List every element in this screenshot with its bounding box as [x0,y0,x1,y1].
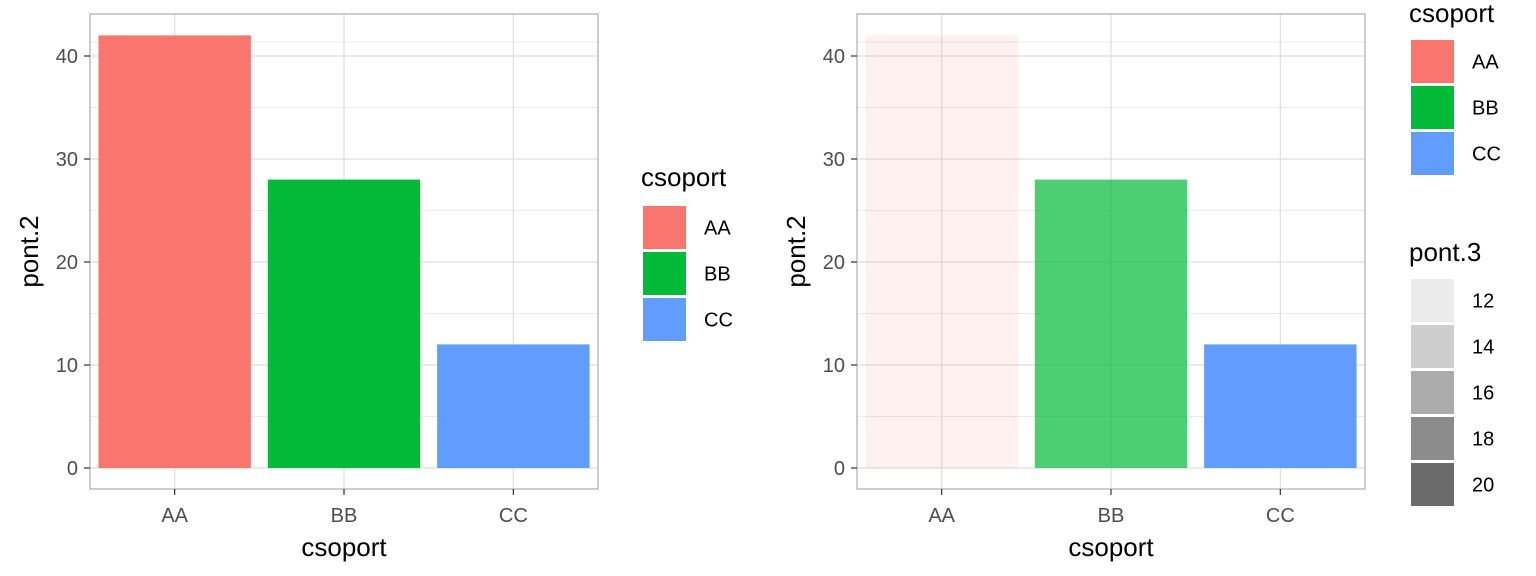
y-tick-label: 40 [56,46,78,68]
bar-aa [98,35,251,469]
y-tick-label: 30 [56,149,78,171]
y-tick-label: 10 [823,355,845,377]
legend-key-12 [1411,279,1454,322]
legend-key-aa [643,206,686,249]
y-tick-label: 0 [834,458,845,480]
legend-key-14 [1411,325,1454,368]
y-axis-title: pont.2 [14,215,44,287]
legend-label-bb: BB [1472,98,1499,120]
legend-title: pont.3 [1409,237,1481,267]
legend-label-18: 18 [1472,429,1494,451]
chart-panel-1: 0 10 20 30 40 AA BB CC csoport pont.2 csoport AA BB C… [14,13,733,562]
legend-key-18 [1411,417,1454,460]
legend-label-20: 20 [1472,475,1494,497]
legend-csoport: csoport AA BB CC [1409,0,1501,175]
legend-key-cc [1411,132,1454,175]
y-tick-label: 40 [823,46,845,68]
legend-label-bb: BB [704,264,731,286]
x-tick-label: CC [499,505,528,527]
y-tick-label: 30 [823,149,845,171]
legend-title: csoport [641,162,727,192]
legend-label-cc: CC [704,310,733,332]
y-tick-label: 10 [56,355,78,377]
x-tick-label: AA [928,505,955,527]
legend-title: csoport [1409,0,1495,28]
legend-key-cc [643,298,686,341]
bar-bb [1034,179,1188,468]
legend-label-14: 14 [1472,337,1494,359]
y-tick-label: 20 [56,252,78,274]
legend-label-12: 12 [1472,291,1494,313]
y-tick-label: 20 [823,252,845,274]
x-axis-title: csoport [301,532,387,562]
legend-key-aa [1411,40,1454,83]
x-tick-label: CC [1266,505,1295,527]
legend-key-20 [1411,463,1454,506]
y-axis-title: pont.2 [781,215,811,287]
bar-cc [437,344,590,468]
bar-aa [865,35,1018,469]
x-axis-title: csoport [1068,532,1154,562]
chart-panel-2: 0 10 20 30 40 AA BB CC csoport pont.2 csoport AA BB C… [781,0,1501,562]
legend-key-bb [643,252,686,295]
y-tick-label: 0 [67,458,78,480]
legend-label-aa: AA [704,218,731,240]
legend-key-bb [1411,86,1454,129]
bar-bb [267,179,421,468]
bar-cc [1204,344,1357,468]
x-tick-label: AA [161,505,188,527]
legend-label-16: 16 [1472,383,1494,405]
legend-pont-3: pont.3 12 14 16 18 20 [1409,237,1494,506]
legend-label-cc: CC [1472,144,1501,166]
x-tick-label: BB [331,505,358,527]
x-tick-label: BB [1098,505,1125,527]
legend-label-aa: AA [1472,52,1499,74]
legend-key-16 [1411,371,1454,414]
legend-csoport: csoport AA BB CC [641,162,733,341]
